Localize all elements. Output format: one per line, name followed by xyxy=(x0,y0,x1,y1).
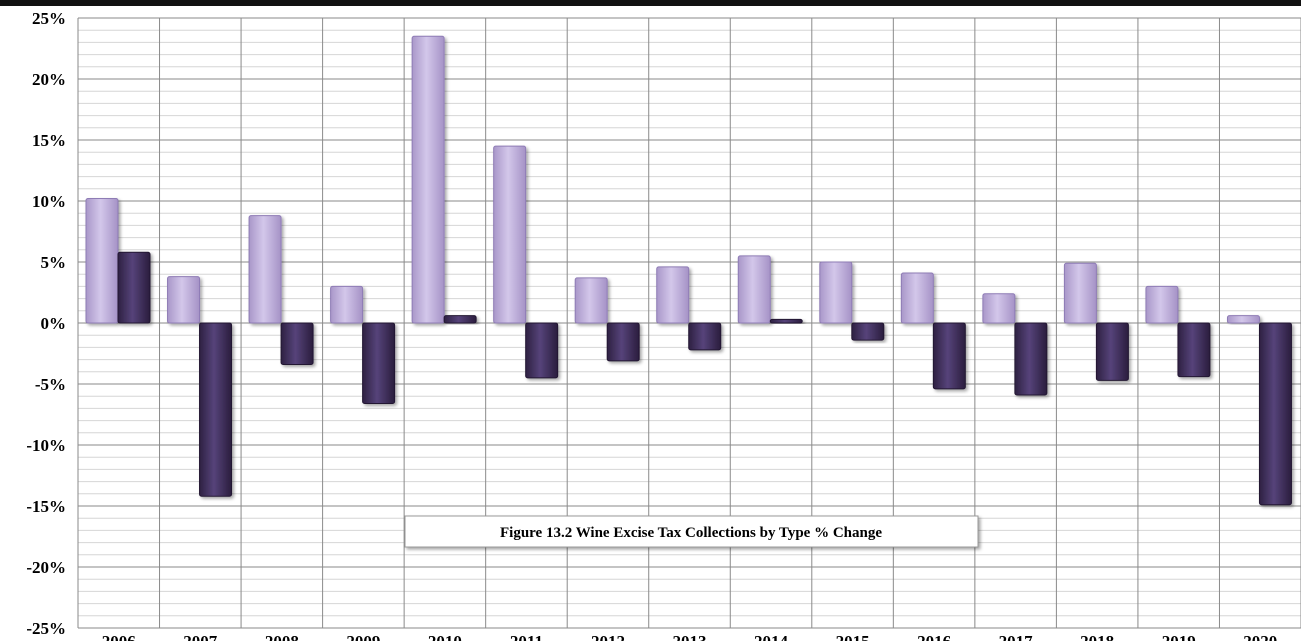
y-tick-label: 5% xyxy=(41,253,67,272)
y-tick-label: -10% xyxy=(26,436,66,455)
x-tick-label: 2014 xyxy=(754,632,789,641)
bar-series-2-2007 xyxy=(199,322,233,497)
x-tick-label: 2018 xyxy=(1080,632,1114,641)
bar-series-1-2016 xyxy=(900,272,934,324)
bar-series-1-2013 xyxy=(656,266,690,324)
bar-series-1-2006 xyxy=(85,198,119,324)
bars-group xyxy=(85,35,1292,506)
bar-series-2-2018 xyxy=(1095,322,1129,381)
y-tick-label: 25% xyxy=(32,9,66,28)
bar-series-2-2015 xyxy=(851,322,885,341)
bar-series-1-2011 xyxy=(493,145,527,324)
x-tick-label: 2009 xyxy=(346,632,380,641)
x-tick-label: 2008 xyxy=(265,632,299,641)
y-tick-label: -20% xyxy=(26,558,66,577)
bar-series-2-2010 xyxy=(443,315,477,324)
x-tick-label: 2013 xyxy=(673,632,707,641)
x-tick-label: 2015 xyxy=(836,632,870,641)
bar-series-2-2013 xyxy=(688,322,722,351)
y-tick-label: 0% xyxy=(41,314,67,333)
bar-series-1-2019 xyxy=(1145,285,1179,324)
top-border-bar xyxy=(0,0,1301,6)
y-tick-label: -15% xyxy=(26,497,66,516)
bar-series-1-2014 xyxy=(737,255,771,324)
bar-series-2-2012 xyxy=(606,322,640,362)
chart-title-background xyxy=(404,515,979,548)
bar-series-2-2011 xyxy=(525,322,559,379)
y-tick-label: 20% xyxy=(32,70,66,89)
y-tick-label: -25% xyxy=(26,619,66,638)
bar-series-2-2014 xyxy=(769,318,803,324)
x-tick-label: 2007 xyxy=(183,632,218,641)
bar-series-1-2010 xyxy=(411,35,445,324)
x-tick-label: 2011 xyxy=(510,632,543,641)
x-tick-label: 2020 xyxy=(1243,632,1277,641)
bar-series-2-2020 xyxy=(1258,322,1292,506)
bar-series-2-2019 xyxy=(1177,322,1211,378)
y-tick-label: 15% xyxy=(32,131,66,150)
bar-series-2-2009 xyxy=(362,322,396,405)
chart-title: Figure 13.2 Wine Excise Tax Collections … xyxy=(500,525,882,541)
bar-series-2-2017 xyxy=(1014,322,1048,396)
y-axis-tick-labels: 25% 20% 15% 10% 5% 0% -5% -10% -15% -20% -25% xyxy=(26,9,66,638)
minor-gridlines xyxy=(78,29,1301,617)
chart-title-box: Figure 13.2 Wine Excise Tax Collections … xyxy=(404,515,979,548)
y-tick-label: -5% xyxy=(35,375,66,394)
bar-series-2-2006 xyxy=(117,251,151,324)
x-axis-tick-labels: 2006 2007 2008 2009 2010 2011 2012 2013 2014 2015… xyxy=(102,632,1277,641)
bar-series-1-2008 xyxy=(248,215,282,324)
bar-series-1-2020 xyxy=(1226,315,1260,324)
x-tick-label: 2019 xyxy=(1162,632,1196,641)
x-tick-label: 2017 xyxy=(999,632,1034,641)
bar-series-1-2007 xyxy=(167,276,201,324)
x-tick-label: 2016 xyxy=(917,632,951,641)
x-tick-label: 2006 xyxy=(102,632,136,641)
bar-series-1-2015 xyxy=(819,261,853,324)
bar-series-1-2009 xyxy=(330,285,364,324)
bar-series-1-2017 xyxy=(982,293,1016,324)
bar-series-1-2018 xyxy=(1063,262,1097,324)
bar-series-2-2016 xyxy=(932,322,966,390)
bar-series-2-2008 xyxy=(280,322,314,365)
bar-series-1-2012 xyxy=(574,277,608,324)
x-tick-label: 2012 xyxy=(591,632,625,641)
y-tick-label: 10% xyxy=(32,192,66,211)
x-tick-label: 2010 xyxy=(428,632,462,641)
